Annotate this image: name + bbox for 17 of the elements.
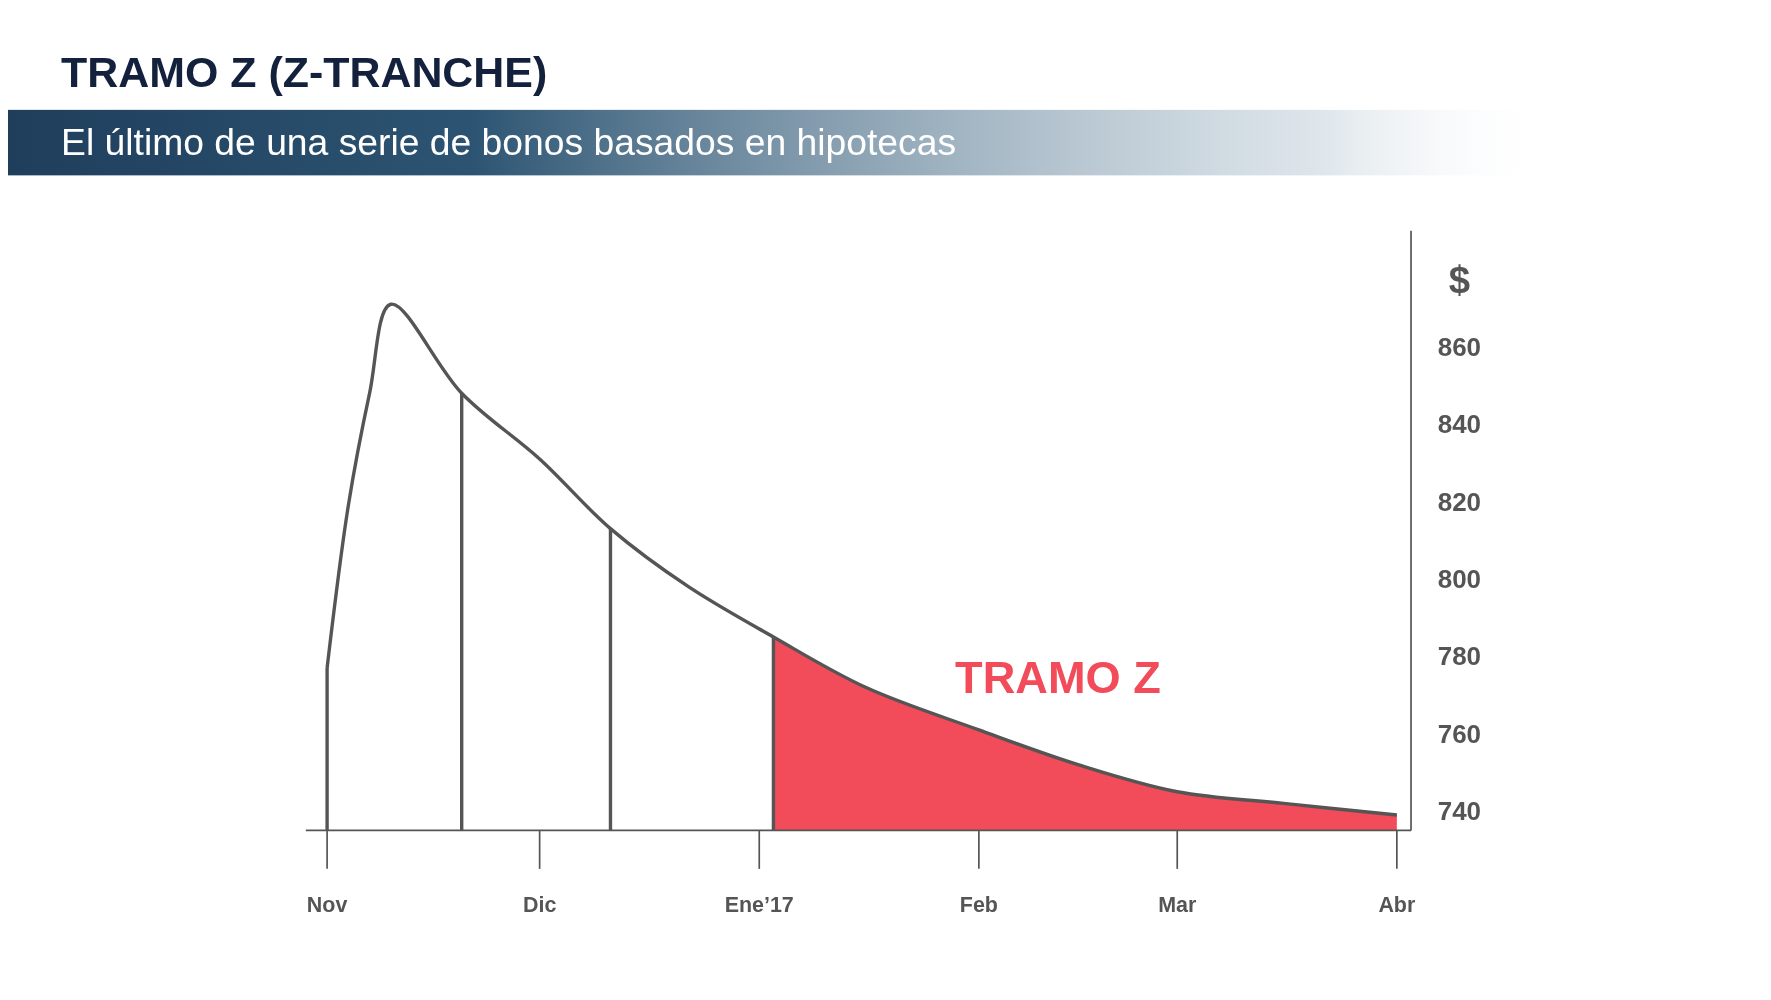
y-tick-label: 760 xyxy=(1437,718,1482,749)
x-tick-label: Dic xyxy=(522,892,557,917)
y-tick-label: 800 xyxy=(1437,563,1482,594)
x-tick-label: Nov xyxy=(306,892,348,917)
x-tick-label: Abr xyxy=(1378,892,1416,917)
chart-title: TRAMO Z (Z-TRANCHE) xyxy=(61,48,548,97)
y-tick-label: 820 xyxy=(1437,486,1482,517)
x-tick-label: Mar xyxy=(1158,892,1197,917)
y-tick-label: 860 xyxy=(1437,331,1482,362)
y-tick-label: 740 xyxy=(1437,796,1482,827)
y-tick-label: 840 xyxy=(1437,409,1482,440)
y-tick-label: 780 xyxy=(1437,641,1482,672)
x-tick-label: Feb xyxy=(959,892,998,917)
x-tick-label: Ene’17 xyxy=(724,892,794,917)
annotation: TRAMO Z xyxy=(955,651,1161,703)
chart-subtitle: El último de una serie de bonos basados en hipotecas xyxy=(61,121,957,164)
y-axis-title: $ xyxy=(1448,257,1471,301)
